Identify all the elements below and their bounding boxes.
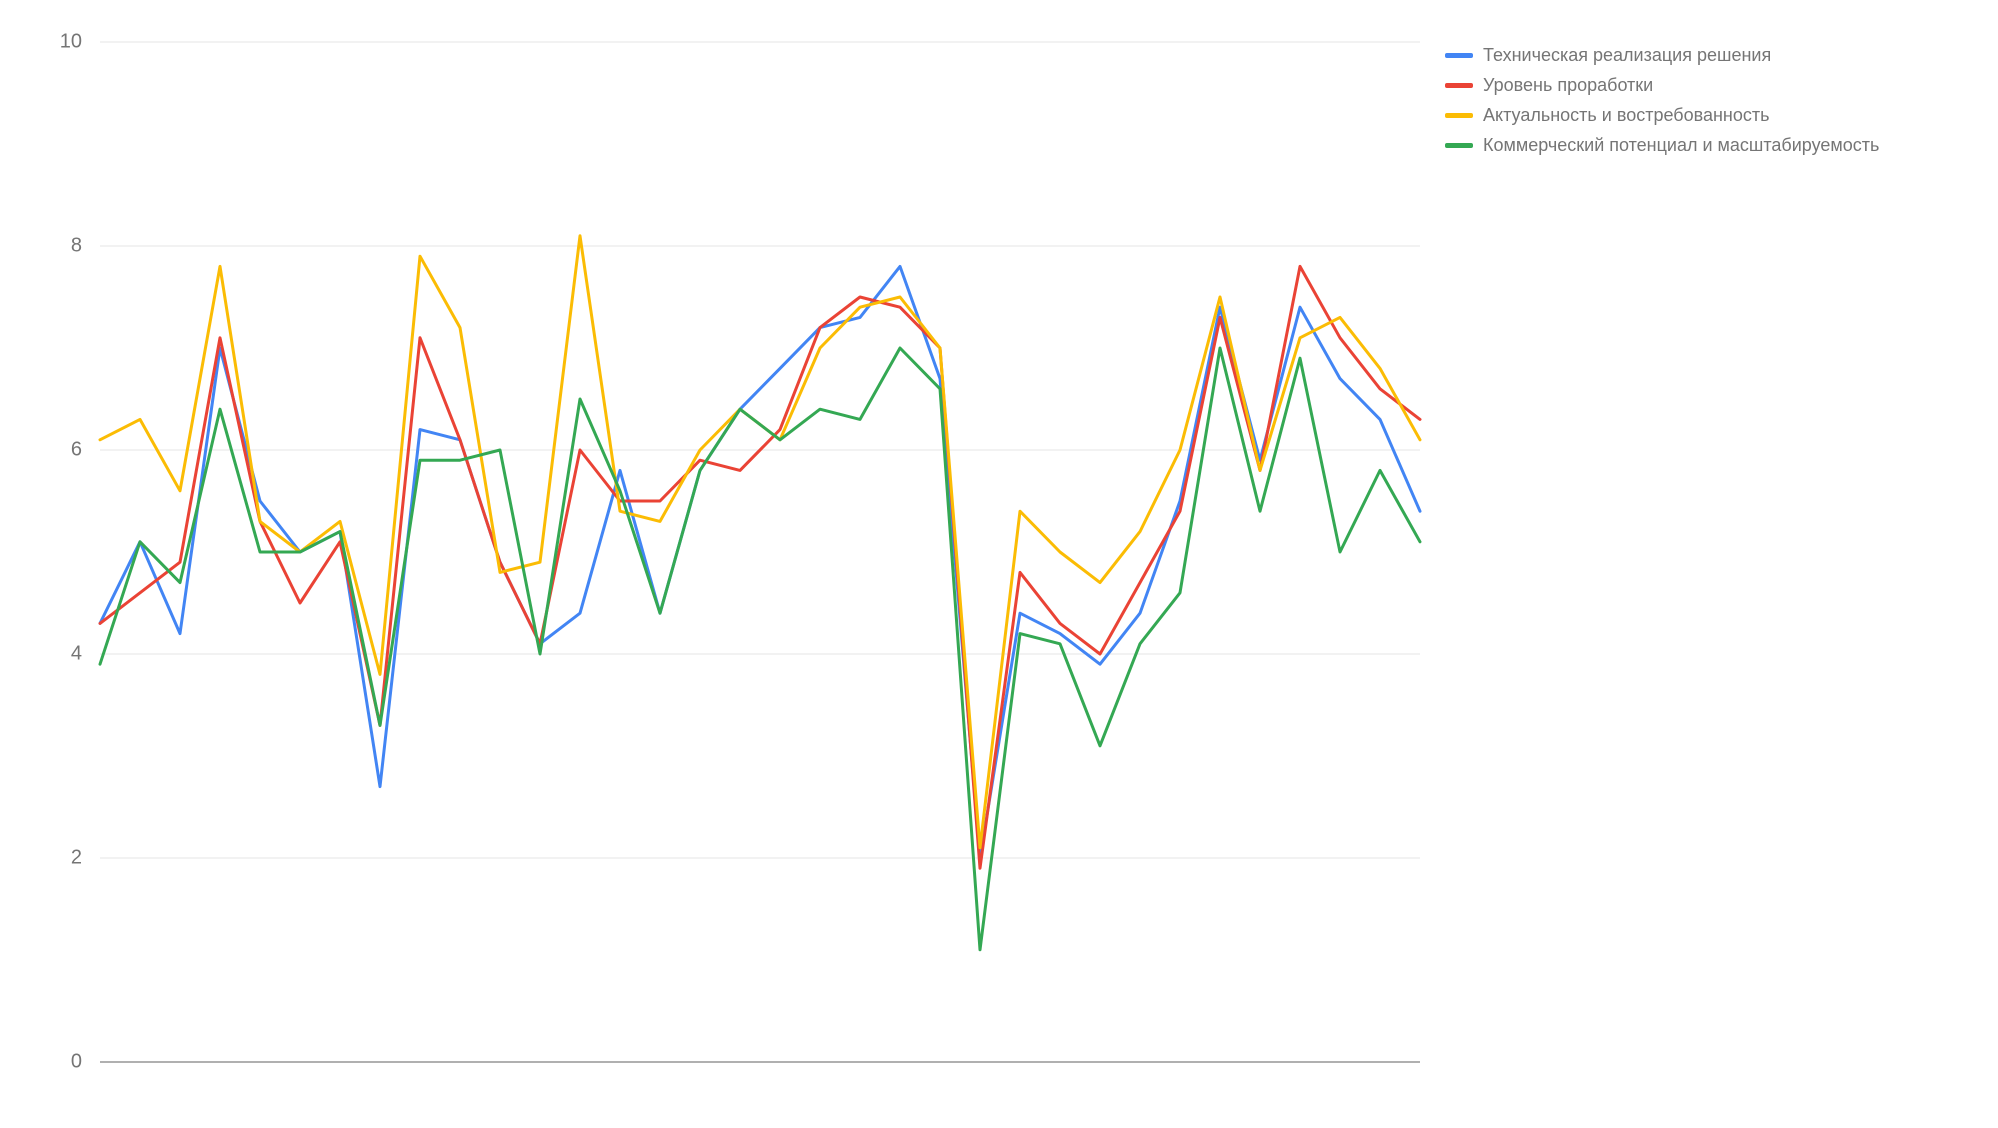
legend-item: Актуальность и востребованность	[1445, 100, 1879, 130]
legend-swatch	[1445, 53, 1473, 58]
chart-canvas	[0, 0, 1998, 1128]
legend-label: Уровень проработки	[1483, 70, 1653, 100]
legend-swatch	[1445, 143, 1473, 148]
y-tick-label: 2	[0, 847, 82, 870]
legend-swatch	[1445, 83, 1473, 88]
legend-label: Техническая реализация решения	[1483, 40, 1771, 70]
legend-label: Актуальность и востребованность	[1483, 100, 1770, 130]
y-tick-label: 10	[0, 31, 82, 54]
chart-legend: Техническая реализация решенияУровень пр…	[1445, 40, 1879, 160]
y-tick-label: 4	[0, 643, 82, 666]
line-chart: 0 2 4 6 8 10 Техническая реализация решенияУр…	[0, 0, 1998, 1128]
legend-swatch	[1445, 113, 1473, 118]
y-tick-label: 0	[0, 1051, 82, 1074]
legend-item: Уровень проработки	[1445, 70, 1879, 100]
y-tick-label: 6	[0, 439, 82, 462]
y-tick-label: 8	[0, 235, 82, 258]
legend-item: Техническая реализация решения	[1445, 40, 1879, 70]
legend-label: Коммерческий потенциал и масштабируемост…	[1483, 130, 1879, 160]
legend-item: Коммерческий потенциал и масштабируемост…	[1445, 130, 1879, 160]
